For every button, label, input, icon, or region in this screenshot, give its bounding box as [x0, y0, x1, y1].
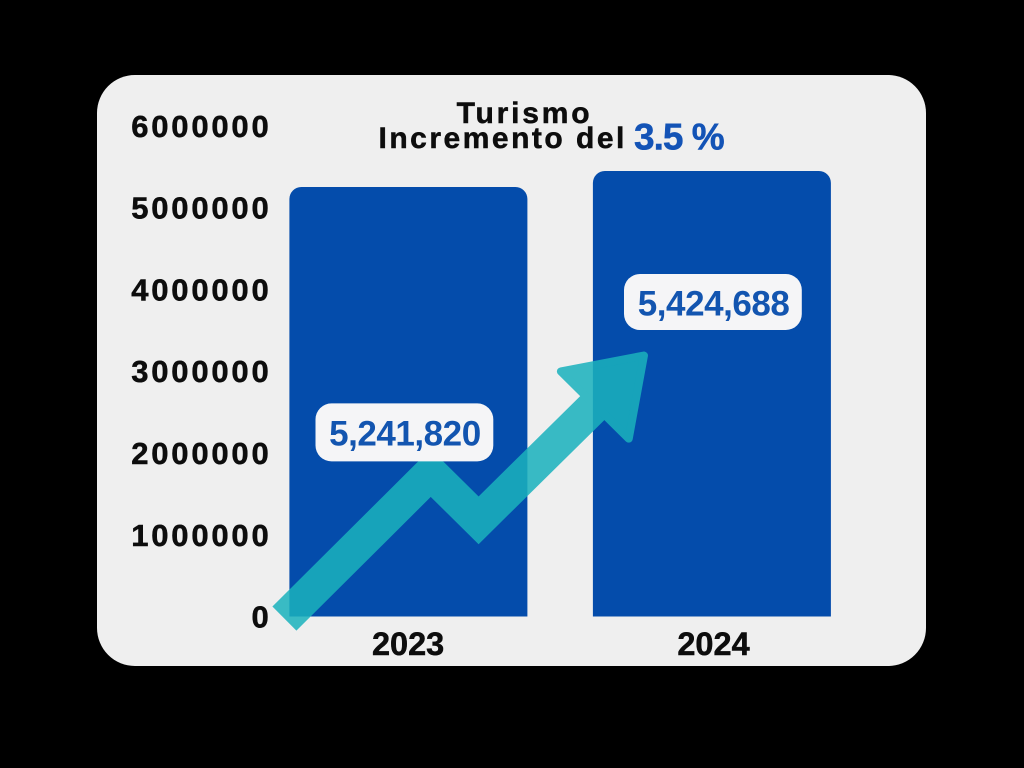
svg-text:6000000: 6000000	[131, 109, 271, 144]
svg-text:3000000: 3000000	[131, 354, 271, 389]
svg-text:3.5 %: 3.5 %	[634, 117, 724, 158]
svg-text:5,424,688: 5,424,688	[638, 284, 790, 323]
svg-text:Incremento del: Incremento del	[379, 122, 627, 155]
svg-text:5000000: 5000000	[131, 191, 271, 226]
svg-text:Turismo: Turismo	[457, 97, 593, 130]
svg-text:2023: 2023	[372, 626, 444, 662]
svg-text:4000000: 4000000	[131, 272, 271, 307]
svg-text:0: 0	[251, 600, 271, 635]
svg-text:1000000: 1000000	[131, 518, 271, 553]
svg-text:2000000: 2000000	[131, 436, 271, 471]
svg-text:2024: 2024	[677, 626, 749, 662]
svg-text:5,241,820: 5,241,820	[329, 414, 481, 453]
